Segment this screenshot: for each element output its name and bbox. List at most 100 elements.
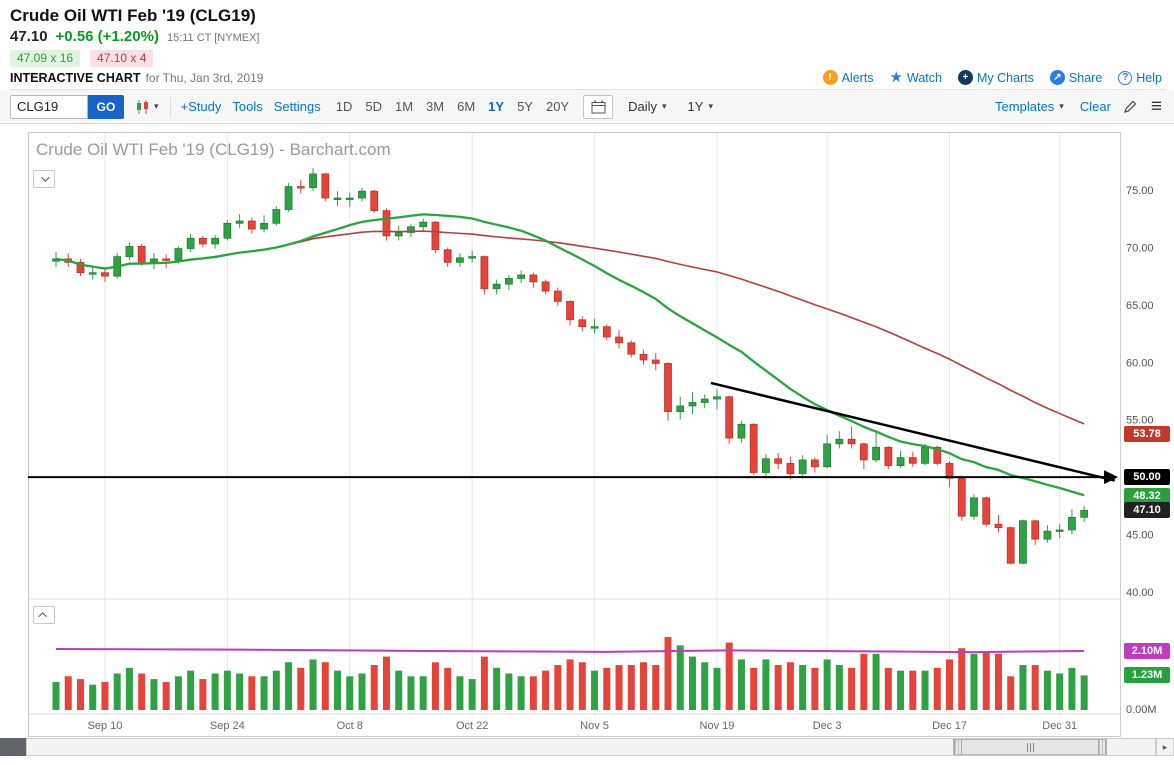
range-5y[interactable]: 5Y	[517, 99, 533, 114]
candle-body	[921, 446, 929, 464]
scrollbar-corner-button[interactable]	[0, 738, 26, 756]
candle-body	[872, 446, 880, 461]
range-20y[interactable]: 20Y	[545, 99, 570, 114]
candle-body	[1080, 510, 1089, 518]
candle-body	[798, 459, 807, 475]
line-arrowhead	[1104, 470, 1118, 485]
volume-bar	[309, 659, 317, 710]
volume-bar	[1056, 673, 1064, 710]
range-1d[interactable]: 1D	[335, 99, 353, 114]
alerts-link[interactable]: ! Alerts	[822, 70, 874, 85]
volume-bar	[701, 662, 709, 710]
candle-body	[468, 256, 477, 259]
price-axis-badge: 50.00	[1124, 469, 1170, 486]
volume-bar	[187, 670, 195, 710]
volume-bar	[566, 659, 574, 710]
candle-body	[847, 438, 856, 445]
my-charts-link[interactable]: + My Charts	[957, 70, 1034, 85]
candle-body	[431, 221, 440, 251]
clear-button[interactable]: Clear	[1079, 99, 1111, 114]
scrollbar-range-handle[interactable]	[953, 739, 1107, 755]
watch-link[interactable]: ★ Watch	[889, 69, 942, 86]
candle-body	[713, 396, 721, 400]
candle-body	[786, 462, 795, 475]
toolbar-divider	[169, 96, 171, 117]
tools-button[interactable]: Tools	[232, 99, 263, 114]
x-axis-label: Dec 17	[932, 720, 967, 732]
page-title: Crude Oil WTI Feb '19 (CLG19)	[10, 6, 256, 25]
scrollbar-right-grip[interactable]	[1098, 740, 1106, 754]
range-5d[interactable]: 5D	[365, 99, 382, 114]
candle-body	[309, 173, 317, 189]
share-link[interactable]: ↗ Share	[1049, 70, 1102, 85]
candle-body	[456, 257, 464, 263]
range-1y[interactable]: 1Y	[488, 99, 505, 114]
candle-body	[247, 220, 256, 230]
candle-body	[296, 186, 305, 189]
draw-tool-button[interactable]	[1121, 97, 1140, 116]
chart-scrollbar: ▸	[0, 738, 1174, 756]
scrollbar-right-arrow[interactable]: ▸	[1156, 738, 1174, 756]
candle-body	[529, 274, 538, 283]
go-button[interactable]: GO	[88, 94, 124, 119]
volume-bar	[382, 656, 390, 710]
volume-bar	[811, 667, 819, 710]
volume-bar	[211, 673, 219, 710]
candle-body	[1043, 530, 1052, 540]
volume-pane-collapse-button[interactable]	[33, 606, 55, 624]
scrollbar-track[interactable]	[26, 738, 1156, 756]
range-6m[interactable]: 6M	[457, 99, 476, 114]
volume-bar	[64, 676, 72, 710]
chevron-down-icon	[41, 173, 50, 182]
open-interest-line	[55, 648, 1085, 654]
candle-body	[480, 256, 489, 290]
volume-bar	[640, 662, 648, 710]
candle-body	[333, 197, 342, 200]
volume-bar	[334, 670, 342, 710]
chart-canvas[interactable]: Sep 10 Sep 24 Oct 8 Oct 22 Nov 5 Nov 19 Dec 3 D…	[28, 132, 1174, 737]
scrollbar-left-grip[interactable]	[954, 740, 962, 754]
calendar-icon	[591, 100, 606, 113]
candle-body	[957, 477, 966, 517]
help-link[interactable]: ? Help	[1118, 70, 1162, 85]
templates-dropdown[interactable]: Templates ▾	[989, 98, 1070, 115]
y-axis-label: 55.00	[1126, 415, 1154, 427]
calendar-button[interactable]	[583, 94, 614, 119]
symbol-input[interactable]	[10, 94, 88, 119]
scrollbar-center-grip[interactable]	[1026, 742, 1034, 752]
share-icon: ↗	[1049, 70, 1065, 85]
plot-frame	[28, 132, 1121, 737]
volume-bar	[603, 667, 611, 710]
volume-bar	[260, 676, 268, 710]
volume-bar	[431, 662, 439, 710]
settings-button[interactable]: Settings	[273, 99, 321, 114]
price-pane-collapse-button[interactable]	[33, 170, 55, 188]
quote-time: 15:11 CT [NYMEX]	[166, 32, 260, 44]
volume-bar	[799, 665, 807, 710]
price-axis-badge: 47.10	[1124, 502, 1170, 519]
star-icon: ★	[889, 69, 903, 86]
x-axis-label: Oct 22	[456, 720, 488, 732]
volume-bar	[946, 659, 954, 710]
frequency-dropdown[interactable]: Daily ▾	[622, 98, 672, 115]
volume-bar	[285, 662, 293, 710]
candle-body	[835, 438, 844, 445]
volume-bar	[627, 665, 635, 710]
menu-button[interactable]: ≡	[1149, 97, 1164, 116]
candle-body	[762, 458, 770, 473]
volume-bar	[615, 665, 623, 710]
add-study-button[interactable]: +Study	[180, 99, 222, 114]
header-links: ! Alerts ★ Watch + My Charts ↗ Share ? H…	[822, 69, 1166, 86]
period-dropdown[interactable]: 1Y ▾	[682, 98, 719, 115]
volume-bar	[750, 667, 758, 710]
y-axis-label: 40.00	[1126, 587, 1154, 599]
range-3m[interactable]: 3M	[426, 99, 445, 114]
x-axis-label: Sep 24	[210, 720, 245, 732]
chart-type-button[interactable]: ▾	[133, 97, 161, 117]
volume-bar	[150, 679, 158, 710]
volume-bar	[236, 673, 244, 710]
volume-bar	[174, 676, 182, 710]
range-1m[interactable]: 1M	[394, 99, 414, 114]
candle-body	[492, 283, 501, 290]
quote-header: Crude Oil WTI Feb '19 (CLG19) 47.10 +0.5…	[0, 0, 1174, 90]
